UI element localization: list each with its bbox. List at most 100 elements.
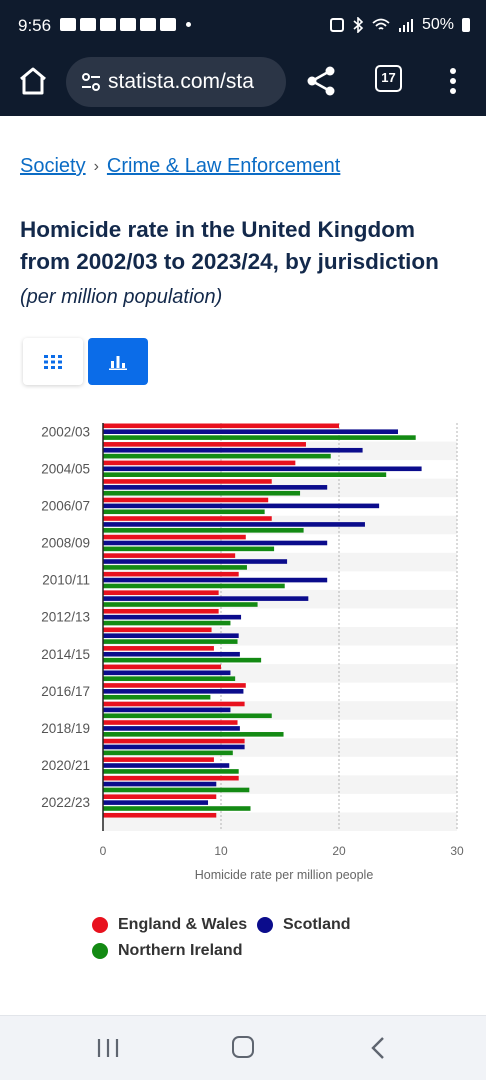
wifi-icon	[372, 18, 390, 30]
bar-northern-ireland	[103, 528, 304, 533]
mail-icon	[60, 18, 76, 31]
bar-northern-ireland	[103, 546, 275, 552]
y-tick-label: 2008/09	[41, 536, 90, 551]
bar-northern-ireland	[103, 472, 387, 477]
bar-northern-ireland	[103, 769, 239, 774]
bar-scotland	[103, 744, 245, 750]
youtube-icon	[140, 18, 156, 31]
bar-england-wales	[103, 590, 219, 596]
bar-england-wales	[103, 720, 238, 725]
bar-england-wales	[103, 571, 239, 577]
bar-scotland	[103, 522, 365, 527]
bluetooth-icon	[353, 17, 364, 33]
table-view-button[interactable]	[23, 338, 83, 385]
y-tick-label: 2016/17	[41, 684, 90, 699]
address-bar[interactable]: statista.com/sta	[66, 57, 286, 107]
bar-scotland	[103, 447, 363, 453]
bar-northern-ireland	[103, 732, 284, 737]
bar-england-wales	[103, 738, 245, 744]
legend-item[interactable]: Northern Ireland	[92, 942, 242, 960]
bar-northern-ireland	[103, 453, 331, 459]
bar-england-wales	[103, 627, 212, 633]
status-bar: 9:56 50%	[0, 0, 486, 50]
bar-scotland	[103, 596, 309, 601]
x-tick-label: 30	[450, 844, 464, 858]
youtube-icon	[120, 18, 136, 31]
breadcrumb-society-link[interactable]: Society	[20, 155, 86, 177]
breadcrumb: Society › Crime & Law Enforcement	[20, 155, 340, 178]
page-subtitle: (per million population)	[20, 286, 223, 308]
bar-scotland	[103, 726, 240, 731]
bar-england-wales	[103, 646, 214, 651]
bar-chart-icon	[109, 355, 127, 370]
bar-scotland	[103, 707, 231, 713]
status-indicators: 50%	[329, 16, 470, 34]
y-tick-label: 2004/05	[41, 461, 90, 476]
alert-icon	[80, 18, 96, 31]
bar-england-wales	[103, 775, 239, 781]
bar-england-wales	[103, 534, 246, 540]
bar-scotland	[103, 485, 328, 490]
home-nav-icon[interactable]	[232, 1036, 254, 1058]
bar-scotland	[103, 614, 242, 620]
bar-scotland	[103, 559, 288, 564]
battery-icon	[462, 18, 470, 32]
home-icon[interactable]	[16, 64, 50, 98]
bar-england-wales	[103, 497, 269, 503]
legend-marker	[92, 943, 108, 959]
bar-scotland	[103, 763, 230, 768]
bar-england-wales	[103, 794, 217, 800]
bar-england-wales	[103, 460, 296, 466]
bar-scotland	[103, 689, 244, 694]
bar-england-wales	[103, 664, 221, 670]
bar-england-wales	[103, 757, 214, 762]
x-tick-label: 0	[100, 844, 107, 858]
bar-northern-ireland	[103, 694, 211, 700]
legend-label: Northern Ireland	[118, 942, 243, 959]
bar-scotland	[103, 651, 240, 657]
legend-item[interactable]: Scotland	[257, 916, 351, 934]
legend-marker	[92, 917, 108, 933]
homicide-rate-bar-chart: 0 10 20 30 2002/03 2004/05 2006/07 2008/09 2010/…	[41, 423, 464, 882]
bar-northern-ireland	[103, 583, 285, 589]
bar-northern-ireland	[103, 490, 301, 496]
bar-scotland	[103, 577, 328, 583]
share-icon[interactable]	[304, 64, 338, 98]
signal-icon	[398, 19, 413, 32]
bar-northern-ireland	[103, 787, 250, 793]
legend-item[interactable]: England & Wales	[92, 916, 247, 934]
y-tick-label: 2014/15	[41, 647, 90, 662]
x-tick-label: 10	[214, 844, 228, 858]
bar-scotland	[103, 429, 398, 434]
chart-view-button[interactable]	[88, 338, 148, 385]
y-tick-label: 2002/03	[41, 424, 90, 439]
bar-england-wales	[103, 608, 219, 614]
bar-northern-ireland	[103, 657, 262, 663]
recent-apps-icon[interactable]	[96, 1038, 120, 1058]
back-icon[interactable]	[370, 1036, 386, 1060]
more-vert-icon[interactable]	[443, 66, 463, 96]
status-time: 9:56	[18, 16, 52, 35]
tab-switcher-button[interactable]: 17	[375, 65, 402, 92]
bar-northern-ireland	[103, 620, 231, 626]
bar-northern-ireland	[103, 509, 265, 515]
bar-england-wales	[103, 479, 272, 484]
bar-northern-ireland	[103, 713, 272, 719]
breadcrumb-crime-link[interactable]: Crime & Law Enforcement	[106, 155, 341, 177]
system-navigation-bar	[0, 1015, 486, 1080]
bar-scotland	[103, 503, 380, 509]
page-title: Homicide rate in the United Kingdom from…	[20, 217, 439, 274]
breadcrumb-separator: ›	[93, 157, 99, 175]
bar-england-wales	[103, 442, 306, 447]
bar-scotland	[103, 800, 209, 805]
site-settings-icon[interactable]	[80, 71, 102, 93]
bar-scotland	[103, 633, 239, 638]
y-tick-label: 2020/21	[41, 758, 90, 773]
youtube-icon	[100, 18, 116, 31]
nfc-icon	[329, 18, 344, 32]
bar-scotland	[103, 466, 422, 472]
y-tick-label: 2010/11	[42, 573, 90, 588]
grid-table-icon	[44, 354, 62, 369]
bar-england-wales	[103, 701, 245, 707]
bar-northern-ireland	[103, 750, 233, 756]
